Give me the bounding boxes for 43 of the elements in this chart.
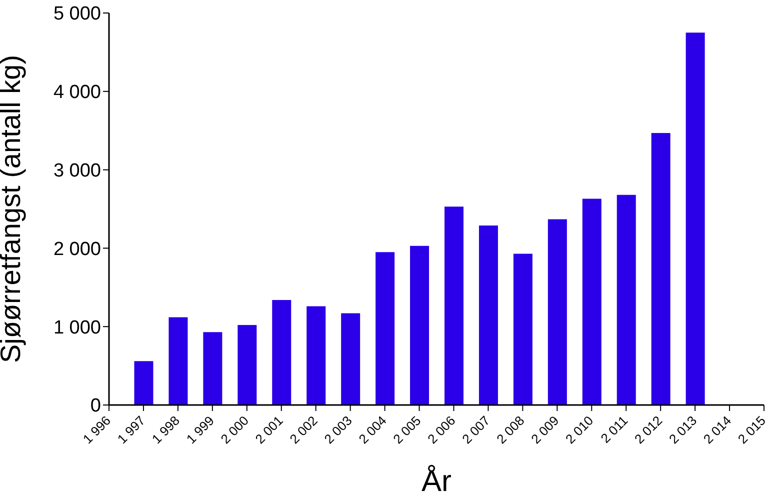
x-tick-label: 2 010	[562, 412, 596, 447]
bar	[168, 317, 188, 405]
bar	[582, 198, 602, 405]
x-tick-label: 2 000	[218, 412, 252, 447]
x-tick-label: 1 999	[183, 412, 217, 447]
x-tick-label: 2 001	[252, 412, 286, 447]
x-tick-label: 1 997	[114, 412, 148, 447]
x-tick-label: 2 003	[321, 412, 355, 447]
bar	[272, 300, 292, 405]
x-tick-label: 2 009	[528, 412, 562, 447]
x-tick-label: 2 014	[700, 412, 734, 447]
bar	[238, 325, 257, 405]
x-tick-label: 2 006	[424, 412, 458, 447]
y-tick-label: 1 000	[53, 317, 101, 338]
bar	[651, 132, 670, 405]
y-tick-label: 5 000	[53, 4, 101, 25]
bar	[203, 332, 222, 405]
x-tick-label: 2 013	[666, 412, 700, 447]
y-tick-label: 3 000	[53, 160, 101, 182]
bar	[376, 252, 395, 405]
x-tick-label: 2 015	[734, 412, 769, 447]
x-tick-label: 2 007	[459, 412, 493, 447]
bar	[134, 361, 154, 405]
bar	[306, 306, 326, 405]
bar	[686, 32, 705, 405]
bar	[341, 313, 360, 405]
x-tick-label: 2 004	[356, 412, 390, 447]
x-tick-label: 2 005	[390, 412, 424, 447]
y-tick-label: 4 000	[53, 82, 101, 104]
x-tick-label: 2 008	[494, 412, 528, 447]
x-tick-label: 2 012	[632, 412, 666, 447]
bar	[410, 246, 430, 405]
y-tick-label: 2 000	[53, 238, 101, 260]
x-axis-title: År	[422, 464, 452, 498]
y-axis-title: Sjøørretfangst (antall kg)	[0, 54, 26, 364]
bar	[548, 219, 567, 405]
bar	[444, 206, 464, 405]
x-tick-label: 1 998	[148, 412, 182, 447]
bar	[513, 254, 532, 405]
bar	[478, 225, 498, 405]
bar	[616, 194, 636, 405]
x-tick-label: 2 002	[286, 412, 320, 447]
x-tick-label: 2 011	[598, 412, 631, 446]
